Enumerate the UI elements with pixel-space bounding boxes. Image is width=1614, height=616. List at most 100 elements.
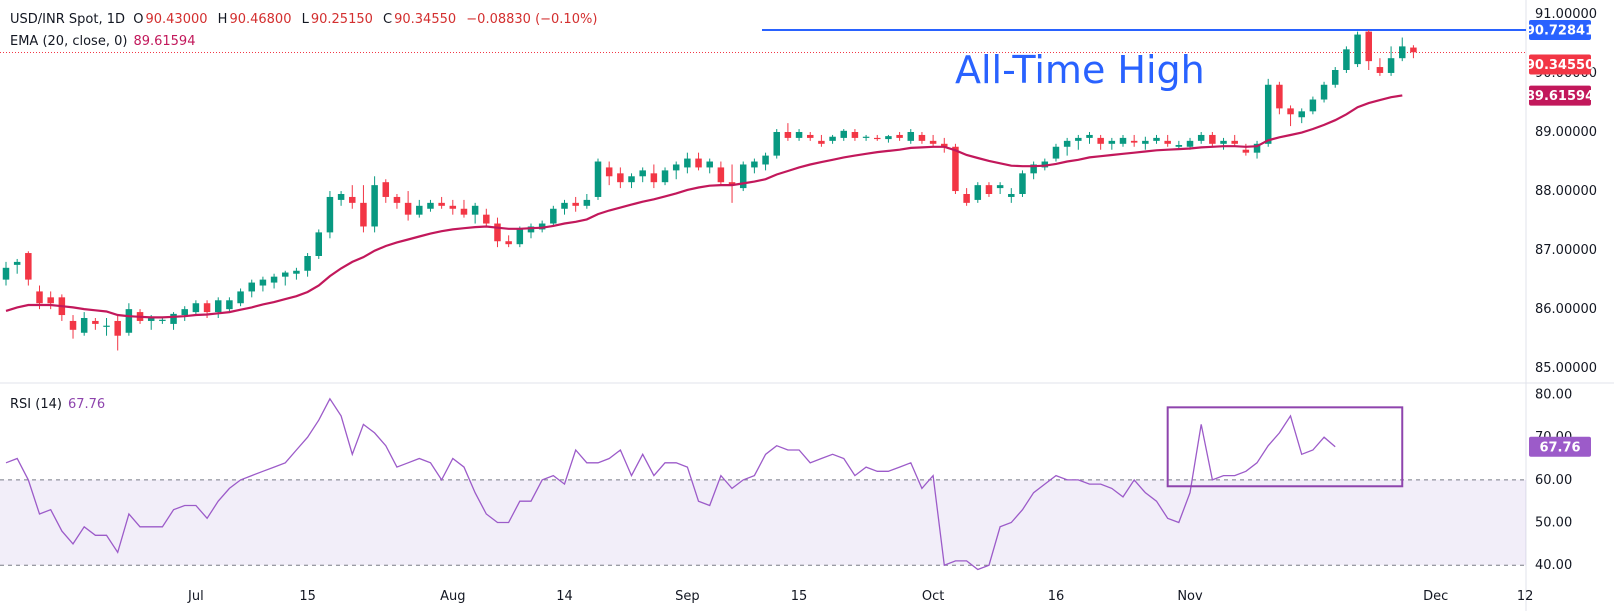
candle-body bbox=[471, 205, 479, 215]
timeframe-label: 1D bbox=[106, 12, 125, 27]
candle-body bbox=[304, 256, 311, 271]
candle-body bbox=[594, 161, 602, 197]
candle-body bbox=[1287, 108, 1294, 115]
price-tick-label: 88.00000 bbox=[1535, 184, 1597, 199]
candle-body bbox=[1365, 31, 1372, 62]
candle-body bbox=[2, 267, 10, 280]
candle-body bbox=[416, 205, 423, 215]
x-tick-label: Jul bbox=[187, 589, 204, 604]
open-label: O bbox=[133, 12, 144, 27]
candle-body bbox=[181, 309, 188, 316]
candle-body bbox=[1320, 84, 1328, 100]
candle-body bbox=[80, 318, 88, 333]
candle-body bbox=[404, 202, 412, 215]
candle-body bbox=[1264, 84, 1272, 144]
candle-body bbox=[315, 232, 323, 256]
last-price-tag-bg bbox=[1529, 54, 1591, 75]
candle-body bbox=[516, 229, 524, 245]
candle-body bbox=[449, 205, 457, 209]
candle-body bbox=[874, 137, 881, 140]
candle-body bbox=[326, 196, 334, 233]
x-tick-label: Sep bbox=[675, 589, 700, 604]
candle-body bbox=[1164, 140, 1171, 144]
candle-body bbox=[1220, 140, 1227, 144]
rsi-legend-label: RSI (14) bbox=[10, 397, 62, 412]
candle-body bbox=[840, 130, 847, 138]
rsi-band-fill bbox=[0, 479, 1526, 566]
candle-body bbox=[1019, 173, 1026, 194]
candle-body bbox=[159, 319, 166, 321]
candle-body bbox=[1253, 143, 1261, 153]
candle-body bbox=[270, 276, 278, 283]
candle-body bbox=[36, 291, 43, 304]
ath-price-tag-label: 90.72841 bbox=[1526, 23, 1594, 38]
high-label: H bbox=[217, 12, 228, 27]
candle-body bbox=[226, 300, 233, 310]
candle-body bbox=[1309, 99, 1317, 112]
candle-body bbox=[1175, 144, 1183, 147]
candle-body bbox=[695, 158, 702, 168]
candle-body bbox=[706, 161, 713, 168]
ohlc-legend: USD/INR Spot, 1D O 90.43000 H 90.46800 L 90… bbox=[10, 12, 598, 27]
x-tick-label: 14 bbox=[556, 589, 573, 604]
candle-body bbox=[1354, 34, 1361, 65]
last-price-tag-label: 90.34550 bbox=[1526, 58, 1594, 73]
candle-body bbox=[1410, 47, 1417, 53]
candle-body bbox=[214, 300, 222, 313]
price-tick-label: 89.00000 bbox=[1535, 125, 1597, 140]
low-label: L bbox=[301, 12, 309, 27]
candle-body bbox=[773, 132, 780, 156]
candle-body bbox=[1063, 140, 1071, 147]
candle-body bbox=[918, 134, 926, 141]
candle-body bbox=[538, 223, 546, 230]
candle-body bbox=[717, 167, 725, 183]
candle-body bbox=[1130, 140, 1138, 143]
candle-body bbox=[806, 134, 814, 138]
candle-body bbox=[1343, 49, 1350, 70]
candle-body bbox=[739, 164, 747, 189]
candle-body bbox=[438, 202, 445, 206]
ema-legend-label: EMA (20, close, 0) bbox=[10, 34, 128, 49]
candle-body bbox=[952, 146, 959, 192]
candle-body bbox=[907, 132, 915, 141]
candle-body bbox=[494, 223, 501, 242]
candle-body bbox=[192, 303, 200, 313]
x-tick-label: 16 bbox=[1048, 589, 1065, 604]
candle-body bbox=[382, 182, 390, 197]
candle-body bbox=[103, 325, 110, 327]
candle-body bbox=[851, 132, 859, 138]
candle-body bbox=[829, 136, 836, 141]
candle-body bbox=[728, 182, 736, 186]
rsi-value-tag-bg bbox=[1529, 436, 1591, 457]
candle-body bbox=[427, 202, 434, 209]
all-time-high-annotation: All-Time High bbox=[955, 48, 1205, 92]
close-value: 90.34550 bbox=[394, 12, 457, 27]
candle-body bbox=[628, 176, 635, 183]
candle-body bbox=[1008, 194, 1015, 197]
rsi-legend-value: 67.76 bbox=[67, 397, 106, 412]
candle-body bbox=[393, 196, 401, 203]
candle-body bbox=[282, 272, 289, 277]
x-tick-label: 15 bbox=[299, 589, 316, 604]
price-tick-label: 86.00000 bbox=[1535, 302, 1597, 317]
candle-body bbox=[605, 167, 613, 177]
candle-body bbox=[941, 143, 948, 147]
candle-body bbox=[13, 261, 21, 265]
candle-body bbox=[125, 309, 133, 333]
candle-body bbox=[1242, 149, 1250, 153]
candle-body bbox=[795, 132, 803, 138]
candle-body bbox=[92, 320, 99, 324]
candle-body bbox=[1086, 134, 1093, 138]
candle-body bbox=[818, 140, 825, 144]
candle-body bbox=[650, 173, 658, 183]
candle-body bbox=[684, 158, 691, 168]
candle-body bbox=[751, 161, 758, 168]
price-tick-label: 91.00000 bbox=[1535, 7, 1597, 22]
candle-body bbox=[360, 202, 367, 227]
rsi-value-tag-label: 67.76 bbox=[1539, 440, 1580, 455]
candle-body bbox=[248, 282, 255, 292]
candle-body bbox=[114, 320, 121, 336]
candle-body bbox=[69, 320, 77, 330]
